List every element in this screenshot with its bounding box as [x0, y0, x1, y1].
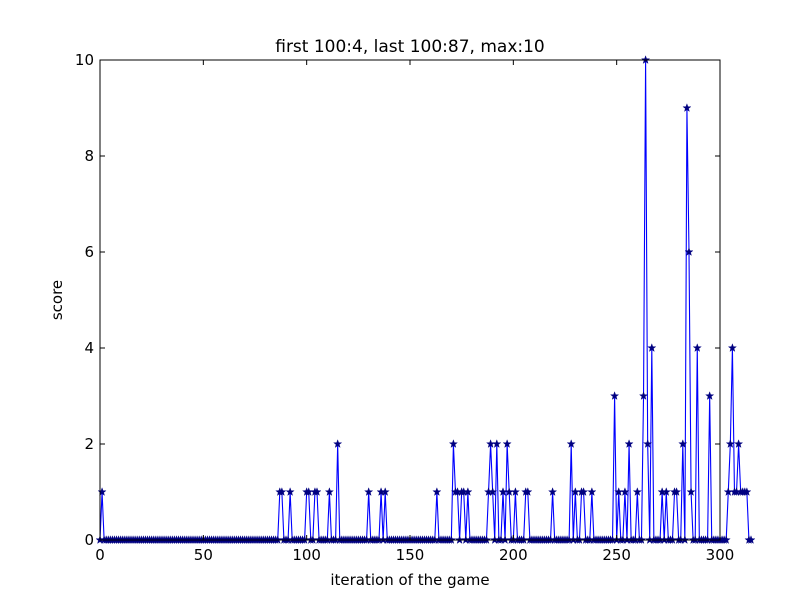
- data-point: [463, 487, 473, 496]
- data-point: [661, 487, 671, 496]
- data-point: [620, 487, 630, 496]
- x-tick-label: 300: [706, 546, 735, 564]
- x-tick-label: 0: [95, 546, 105, 564]
- data-point: [682, 103, 692, 112]
- data-point: [380, 487, 390, 496]
- y-axis-label: score: [48, 280, 66, 320]
- data-point: [523, 487, 533, 496]
- x-axis-label: iteration of the game: [330, 571, 489, 589]
- data-point: [548, 487, 558, 496]
- data-point: [312, 487, 322, 496]
- data-point: [492, 439, 502, 448]
- y-tick-label: 8: [84, 147, 94, 165]
- data-point: [647, 343, 657, 352]
- data-point: [324, 487, 334, 496]
- x-tick-label: 200: [499, 546, 528, 564]
- data-point: [364, 487, 374, 496]
- x-tick-label: 100: [292, 546, 321, 564]
- x-tick-label: 150: [396, 546, 425, 564]
- data-point: [742, 487, 752, 496]
- data-point: [705, 391, 715, 400]
- data-point: [488, 487, 498, 496]
- axis-ticks: 0 50 100 150 200 250 300 0 2 4 6 8 10: [75, 51, 734, 564]
- data-point: [684, 247, 694, 256]
- data-point: [277, 487, 287, 496]
- data-point: [624, 439, 634, 448]
- data-point: [587, 487, 597, 496]
- data-point: [638, 391, 649, 400]
- data-point: [746, 535, 756, 544]
- data-point: [448, 439, 458, 448]
- data-point: [725, 439, 735, 448]
- data-point: [566, 439, 576, 448]
- data-point: [502, 439, 512, 448]
- y-tick-label: 4: [84, 339, 94, 357]
- data-point: [672, 487, 682, 496]
- data-point: [678, 439, 688, 448]
- data-point: [686, 487, 696, 496]
- data-point: [734, 439, 744, 448]
- data-point: [333, 439, 343, 448]
- x-tick-label: 250: [602, 546, 631, 564]
- chart-title: first 100:4, last 100:87, max:10: [275, 37, 545, 57]
- data-point: [692, 343, 702, 352]
- axes-frame: [99, 59, 721, 541]
- y-tick-label: 0: [84, 531, 94, 549]
- y-tick-label: 10: [75, 51, 94, 69]
- data-point: [643, 439, 653, 448]
- data-point: [579, 487, 589, 496]
- y-tick-label: 2: [84, 435, 94, 453]
- data-point: [721, 535, 731, 544]
- x-tick-label: 50: [194, 546, 213, 564]
- data-point: [727, 343, 737, 352]
- data-point: [510, 487, 520, 496]
- y-tick-label: 6: [84, 243, 94, 261]
- data-point: [610, 391, 620, 400]
- data-point: [632, 487, 642, 496]
- data-point: [432, 487, 442, 496]
- data-point: [285, 487, 295, 496]
- data-point: [97, 487, 107, 496]
